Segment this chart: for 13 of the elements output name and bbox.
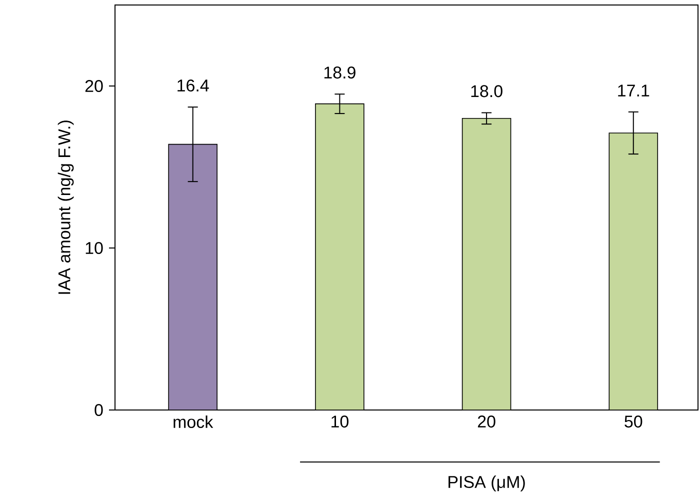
x-axis-title: PISA (μM)	[448, 476, 525, 492]
x-tick-label: mock	[174, 416, 214, 428]
y-tick-label: 10	[86, 242, 103, 254]
data-label: 18.9	[324, 66, 356, 79]
y-tick-label: 0	[94, 404, 103, 416]
data-label: 16.4	[178, 79, 209, 92]
data-label: 17.1	[618, 84, 650, 96]
x-tick-label: 10	[332, 416, 348, 428]
y-tick-label: 20	[85, 80, 103, 92]
y-axis-title: IAA amount (ng/g F.W.)	[58, 120, 74, 294]
data-label: 18.0	[471, 85, 502, 98]
x-tick-label: 50	[624, 416, 642, 428]
x-tick-label: 20	[478, 416, 496, 428]
